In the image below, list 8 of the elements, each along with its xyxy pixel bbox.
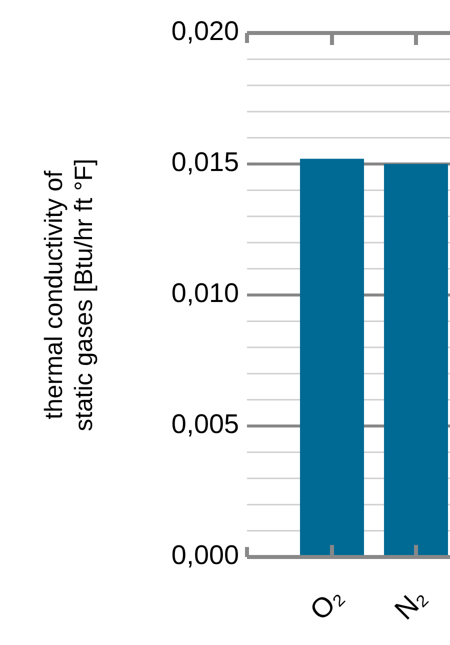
x-tick-label: N₂ <box>388 582 432 626</box>
y-tick-label: 0,015 <box>171 147 239 178</box>
y-axis-title: thermal conductivity of static gases [Btu/hr ft °F] <box>40 158 98 432</box>
y-tick-label: 0,000 <box>171 540 239 570</box>
y-tick-label: 0,020 <box>171 16 239 46</box>
y-tick-label: 0,005 <box>171 409 239 440</box>
y-tick-label: 0,010 <box>171 278 239 308</box>
x-tick-label: O₂ <box>304 581 350 626</box>
